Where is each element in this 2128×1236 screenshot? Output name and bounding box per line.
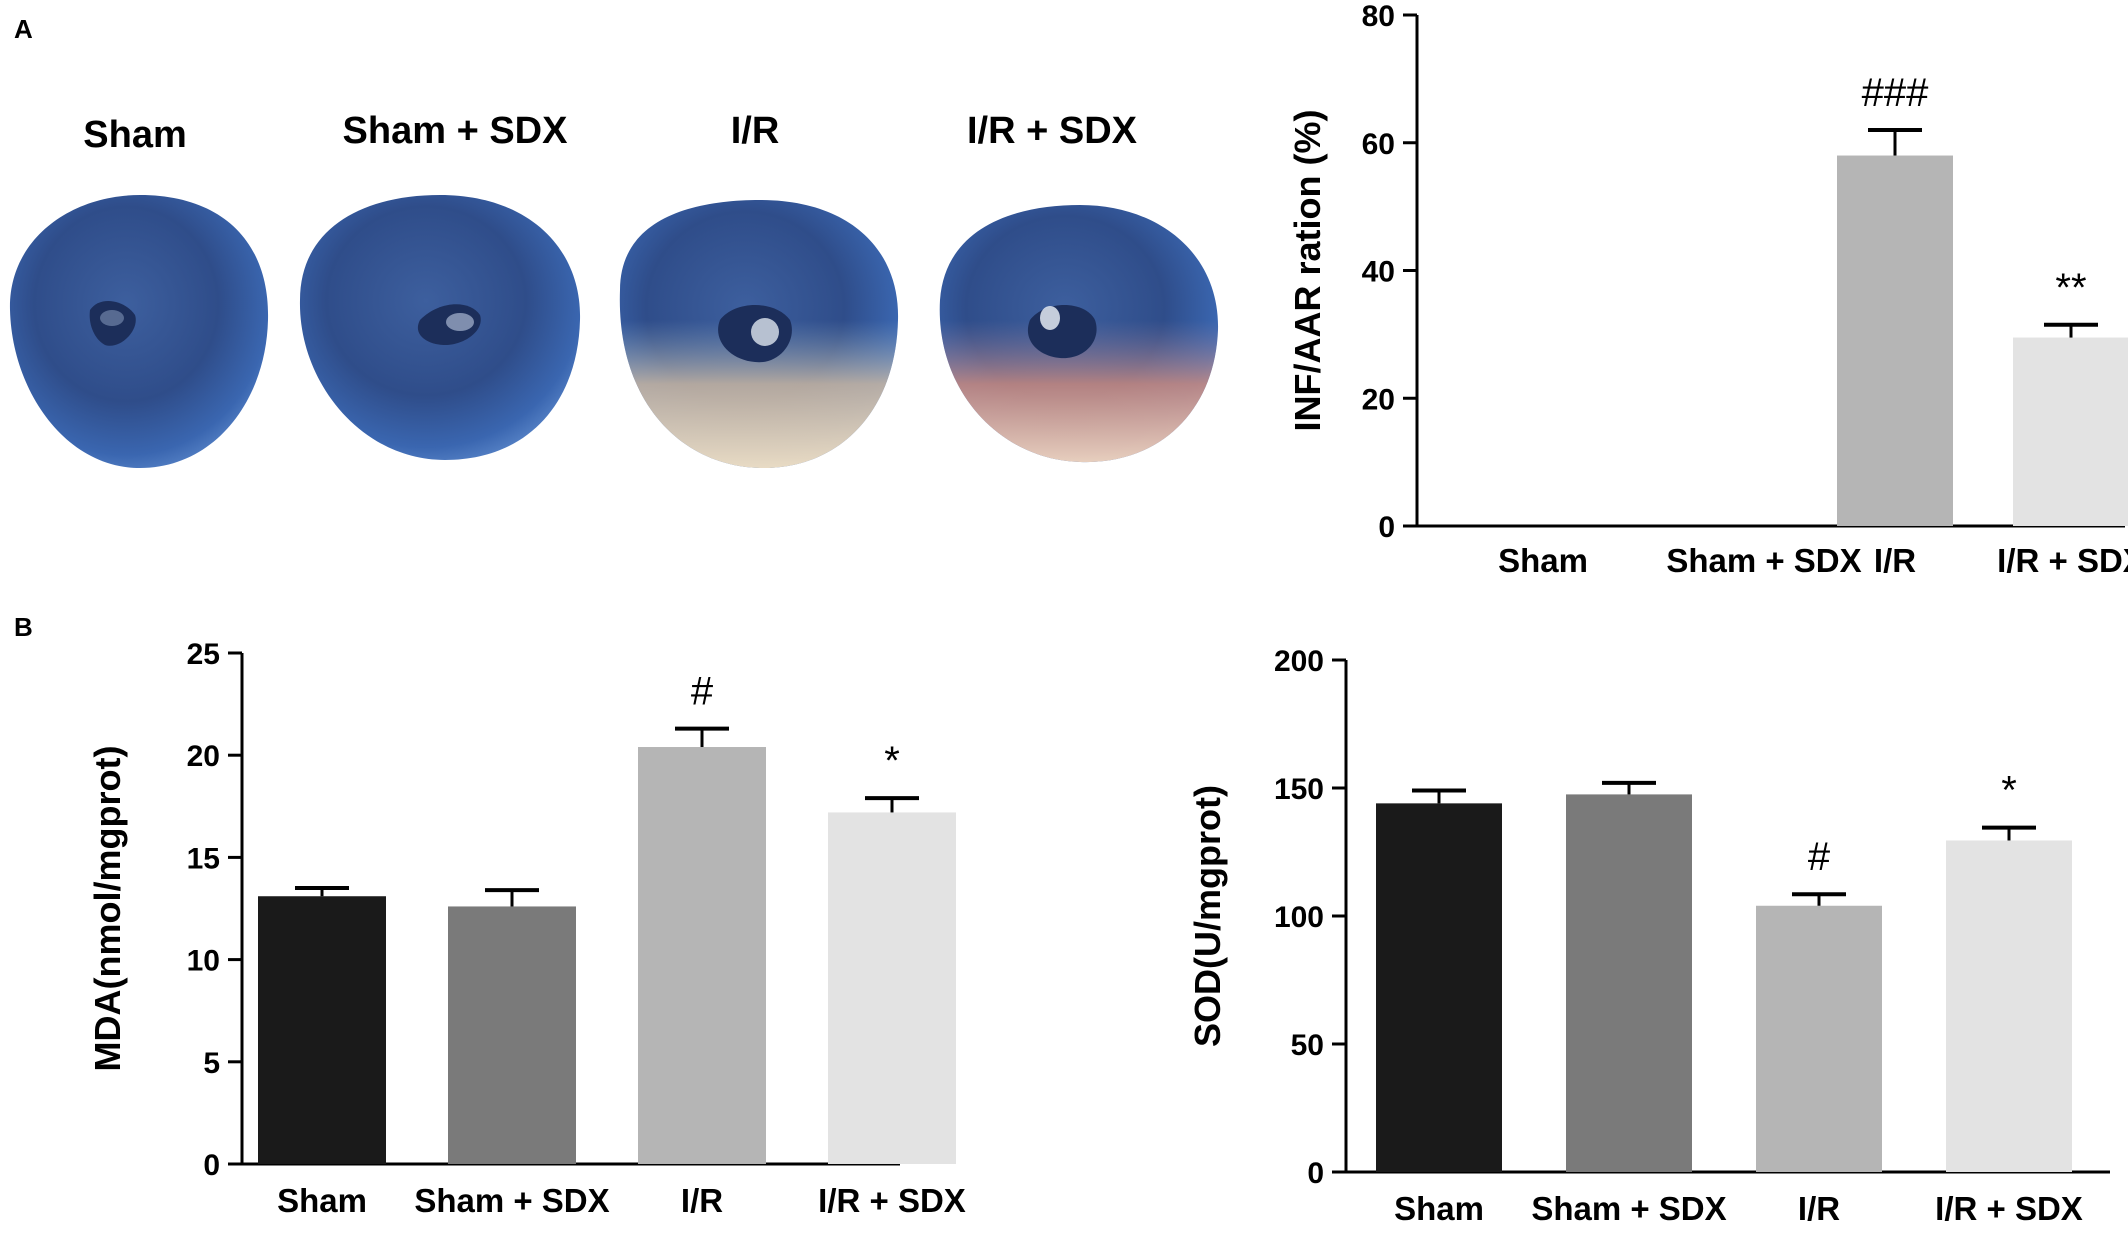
x-category-label: Sham + SDX	[1666, 542, 1861, 579]
bar	[1837, 155, 1953, 526]
x-category-label: I/R	[1874, 542, 1916, 579]
bar	[828, 812, 956, 1164]
heart-photo-sham-sdx	[299, 195, 581, 460]
x-category-label: Sham + SDX	[1531, 1190, 1726, 1227]
y-axis-label: MDA(nmol/mgprot)	[87, 746, 128, 1072]
bar	[448, 906, 576, 1164]
x-category-label: I/R	[681, 1182, 723, 1219]
y-tick-label: 0	[203, 1149, 220, 1182]
x-category-label: Sham + SDX	[414, 1182, 609, 1219]
x-category-label: Sham	[1394, 1190, 1484, 1227]
y-tick-label: 60	[1362, 128, 1395, 161]
significance-annotation: #	[691, 670, 714, 714]
heart-label-sham: Sham	[83, 114, 187, 156]
y-tick-label: 20	[187, 740, 220, 773]
bar	[1566, 794, 1692, 1172]
y-tick-label: 50	[1291, 1029, 1324, 1062]
y-axis-label: INF/AAR ration (%)	[1287, 110, 1328, 432]
bar	[1946, 840, 2072, 1172]
significance-annotation: ###	[1862, 71, 1929, 115]
significance-annotation: #	[1808, 835, 1831, 879]
y-tick-label: 200	[1274, 645, 1324, 678]
panel-b-label: B	[14, 612, 33, 642]
y-tick-label: 150	[1274, 773, 1324, 806]
y-tick-label: 15	[187, 842, 220, 875]
y-tick-label: 40	[1362, 256, 1395, 289]
bar	[2013, 337, 2128, 526]
bar	[1376, 803, 1502, 1172]
significance-annotation: *	[2001, 769, 2017, 813]
x-category-label: Sham	[277, 1182, 367, 1219]
y-tick-label: 20	[1362, 383, 1395, 416]
heart-label-ir: I/R	[730, 110, 780, 152]
x-category-label: I/R + SDX	[1935, 1190, 2083, 1227]
y-tick-label: 0	[1307, 1157, 1324, 1190]
bar	[258, 896, 386, 1164]
x-category-label: I/R + SDX	[818, 1182, 966, 1219]
y-tick-label: 25	[187, 638, 220, 671]
panel-a-label: A	[14, 14, 33, 44]
heart-label-ir-sdx: I/R + SDX	[967, 110, 1137, 152]
bar	[638, 747, 766, 1164]
x-category-label: I/R + SDX	[1997, 542, 2128, 579]
y-axis-label: SOD(U/mgprot)	[1187, 785, 1228, 1047]
x-category-label: Sham	[1498, 542, 1588, 579]
x-category-label: I/R	[1798, 1190, 1840, 1227]
y-tick-label: 10	[187, 945, 220, 978]
y-tick-label: 100	[1274, 901, 1324, 934]
significance-annotation: **	[2055, 266, 2086, 310]
heart-photo-ir	[619, 200, 899, 469]
heart-photo-sham	[9, 195, 269, 468]
heart-label-sham-sdx: Sham + SDX	[342, 110, 568, 152]
bar	[1756, 905, 1882, 1172]
y-tick-label: 0	[1378, 511, 1395, 544]
y-tick-label: 5	[203, 1047, 220, 1080]
y-tick-label: 80	[1362, 0, 1395, 33]
significance-annotation: *	[884, 739, 900, 783]
